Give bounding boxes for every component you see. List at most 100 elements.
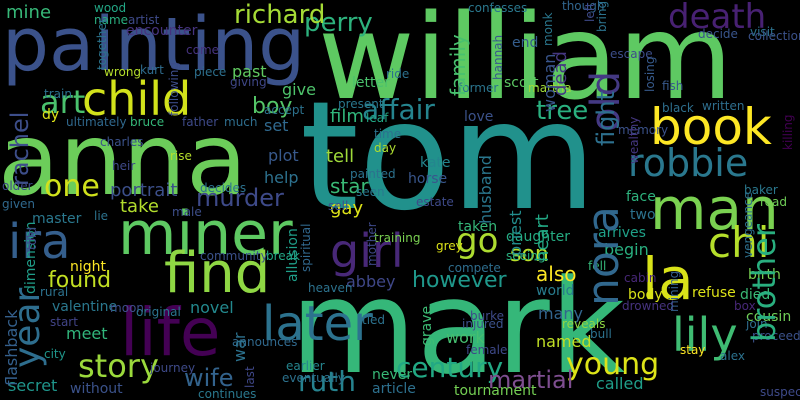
word: decides — [200, 181, 247, 195]
word: give — [282, 80, 316, 99]
word: older — [2, 179, 33, 193]
word: eventually — [282, 371, 345, 385]
word: cabin — [624, 271, 657, 285]
word: read — [760, 195, 788, 209]
word: female — [466, 343, 508, 357]
word: gay — [330, 198, 364, 219]
word: estate — [416, 195, 454, 209]
word: seeing — [506, 249, 546, 263]
word: find — [164, 241, 271, 306]
word: written — [702, 99, 745, 113]
word: announces — [232, 335, 298, 349]
word: one — [44, 169, 100, 204]
word: piece — [194, 65, 227, 79]
word: master — [32, 211, 82, 227]
word: collection — [748, 29, 800, 43]
word: vengeance — [741, 191, 755, 258]
word: book — [650, 98, 772, 156]
word: rural — [40, 285, 69, 299]
word: anna — [0, 101, 248, 218]
word: however — [412, 268, 507, 293]
word: called — [596, 374, 644, 393]
word: monk — [541, 12, 555, 46]
word: richard — [234, 0, 326, 30]
word: painting — [2, 2, 306, 88]
word: valentine — [52, 299, 118, 315]
word: dy — [42, 107, 60, 123]
word: life — [120, 294, 221, 371]
word: sell — [328, 199, 349, 213]
word: moon — [110, 301, 144, 315]
word: also — [536, 262, 577, 286]
word: cousin — [746, 309, 792, 325]
word: break — [266, 249, 300, 263]
word: article — [372, 381, 416, 397]
word: burke — [470, 309, 505, 323]
word: rise — [170, 149, 192, 163]
word: accept — [264, 103, 305, 117]
word: war — [230, 332, 249, 362]
word: giving — [230, 75, 267, 89]
word: journey — [150, 361, 196, 375]
word: kate — [420, 155, 451, 171]
word: young — [566, 347, 660, 382]
word: priest — [506, 210, 525, 256]
word: miner — [118, 199, 293, 269]
word: last — [243, 366, 257, 388]
word: join — [746, 317, 768, 331]
word: son — [510, 242, 549, 267]
word: secret — [8, 376, 58, 395]
word: confesses — [468, 1, 528, 15]
word: original — [136, 305, 181, 319]
word: many — [538, 304, 583, 323]
word: birth — [748, 267, 781, 283]
word: mining — [667, 270, 681, 312]
word: mine — [6, 2, 52, 23]
word: mother — [365, 222, 379, 266]
word: continues — [198, 387, 257, 400]
word: box — [734, 299, 756, 313]
word: city — [44, 347, 66, 361]
word: ultimately — [66, 115, 127, 129]
word: name — [94, 13, 129, 27]
word: bring — [595, 0, 609, 32]
word: suspect — [760, 385, 800, 399]
word: told — [25, 227, 39, 250]
word: daughter — [506, 229, 570, 245]
word: husband — [476, 155, 495, 224]
word: lily — [672, 308, 738, 362]
word: take — [120, 196, 159, 217]
word: taken — [458, 219, 498, 235]
word: leaf — [366, 111, 389, 125]
word: bull — [590, 327, 612, 341]
word: film — [330, 106, 364, 127]
word: perry — [304, 8, 373, 38]
word: grey — [436, 239, 463, 253]
word: start — [50, 315, 78, 329]
word: encounter — [126, 23, 198, 39]
word: spiritual — [299, 223, 313, 272]
word: black — [662, 101, 694, 115]
word: chi — [708, 218, 770, 267]
word: heart — [532, 214, 553, 262]
word: compete — [448, 261, 501, 275]
word: though — [562, 0, 605, 13]
word: tree — [536, 96, 589, 126]
word: novel — [190, 298, 234, 317]
word: portrait — [110, 180, 178, 201]
word: century — [396, 351, 504, 384]
word: fight — [592, 91, 620, 146]
word: refuse — [692, 285, 736, 301]
word: charles — [100, 135, 144, 149]
word: past — [232, 62, 267, 81]
word: following — [167, 62, 181, 116]
word: world — [536, 283, 575, 299]
word: girl — [330, 224, 404, 278]
word: horse — [408, 171, 448, 187]
word: training — [374, 231, 421, 245]
word: baker — [744, 183, 778, 197]
word: injured — [462, 317, 504, 331]
word: father — [182, 115, 219, 129]
word: grave — [419, 305, 435, 346]
